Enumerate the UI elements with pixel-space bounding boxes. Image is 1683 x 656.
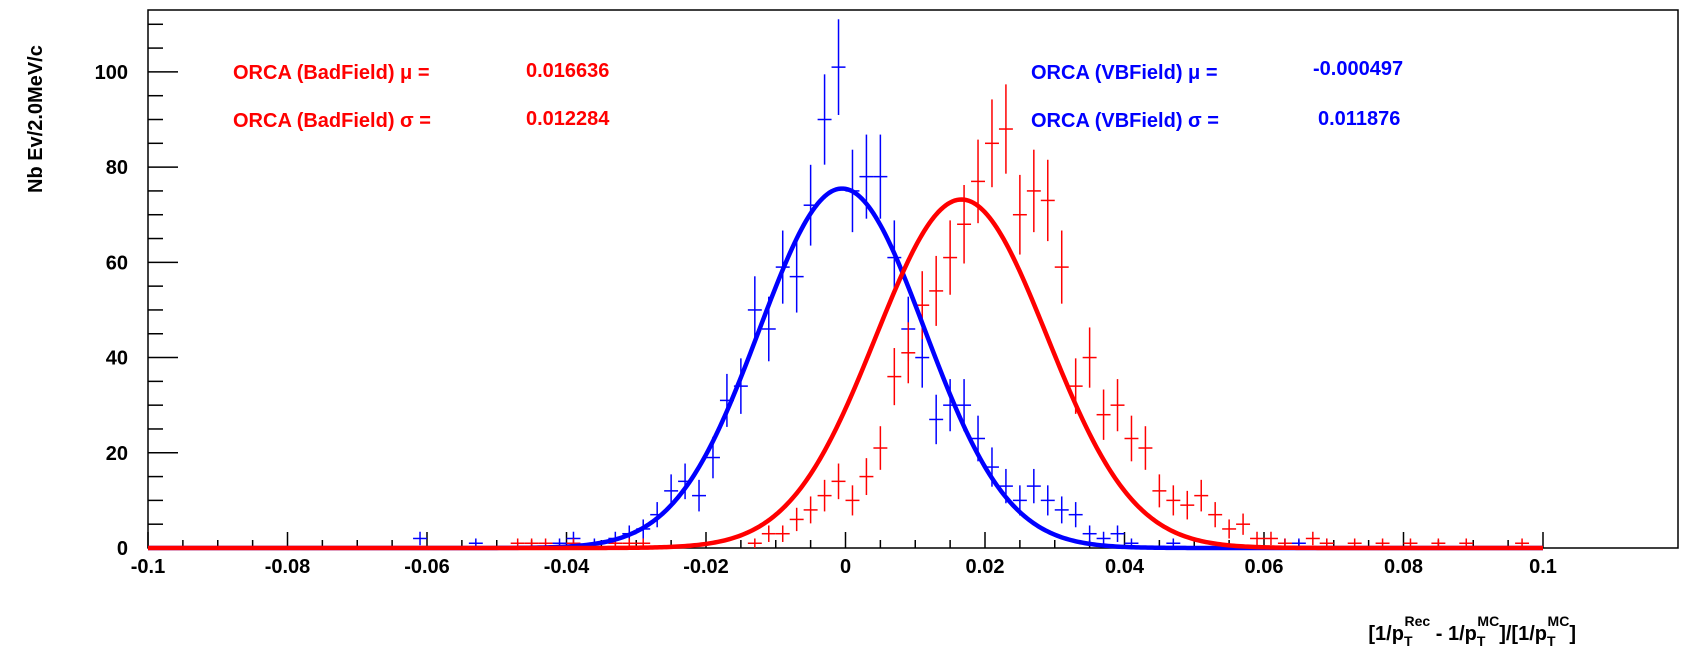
data-point <box>1026 468 1041 504</box>
data-point <box>1110 525 1125 542</box>
x-tick-label: 0.06 <box>1245 556 1284 578</box>
data-point <box>1138 426 1153 470</box>
x-tick-label: 0 <box>840 556 851 578</box>
data-point <box>929 255 944 326</box>
data-point <box>859 458 874 496</box>
data-point <box>887 348 902 406</box>
y-tick-label: 100 <box>95 62 128 84</box>
vb-mu-label: ORCA (VBField) μ = <box>1031 62 1218 84</box>
data-point <box>1152 474 1167 508</box>
bad-mu-label: ORCA (BadField) μ = <box>233 62 430 84</box>
y-tick-label: 0 <box>117 538 128 560</box>
x-axis-title: [1/pTRec - 1/pTMC]/[1/pTMC] <box>1368 613 1576 649</box>
data-point <box>985 99 999 188</box>
data-point <box>692 479 706 512</box>
data-point <box>998 84 1013 174</box>
data-point <box>789 240 804 313</box>
y-tick-label: 80 <box>106 157 128 179</box>
x-tick-label: 0.04 <box>1105 556 1145 578</box>
fit-curve-vb <box>148 186 1543 551</box>
bad-sigma-value: 0.012284 <box>526 108 610 130</box>
data-point <box>761 525 776 542</box>
data-point <box>817 74 832 165</box>
data-point <box>1194 479 1209 512</box>
data-point <box>1054 230 1069 304</box>
data-point <box>747 538 762 548</box>
y-tick-label: 20 <box>106 443 128 465</box>
x-tick-label: 0.1 <box>1529 556 1557 578</box>
data-point <box>901 322 916 384</box>
data-point <box>789 507 804 532</box>
data-point <box>1040 485 1055 516</box>
plot-frame <box>147 9 1679 549</box>
data-point <box>957 184 972 264</box>
data-point <box>817 479 832 512</box>
data-point <box>873 426 888 470</box>
data-point <box>943 220 958 295</box>
series-vb <box>413 19 1334 548</box>
data-point <box>929 394 944 445</box>
bad-mu-value: 0.016636 <box>526 60 609 82</box>
series-bad <box>510 84 1530 548</box>
y-tick-label: 40 <box>106 348 128 370</box>
data-point <box>831 19 846 115</box>
data-point <box>1068 502 1083 528</box>
data-point <box>1180 490 1195 520</box>
x-tick-label: -0.06 <box>404 556 450 578</box>
data-point <box>413 531 427 546</box>
data-point <box>1026 149 1041 233</box>
y-axis: 0 20 40 60 80 100 <box>95 23 178 560</box>
data-point <box>1040 159 1055 242</box>
fit-curve-bad <box>148 197 1543 551</box>
x-tick-label: -0.08 <box>265 556 311 578</box>
data-point <box>664 474 679 508</box>
vb-sigma-label: ORCA (VBField) σ = <box>1031 110 1219 132</box>
series-layer <box>148 19 1543 551</box>
data-point <box>1208 502 1223 528</box>
data-point <box>747 276 762 344</box>
data-point <box>971 139 985 224</box>
x-tick-label: -0.04 <box>544 556 590 578</box>
data-point <box>803 496 818 524</box>
data-point <box>1012 174 1027 255</box>
x-tick-label: 0.08 <box>1384 556 1423 578</box>
data-point <box>1082 525 1097 542</box>
data-point <box>1236 513 1251 535</box>
vb-sigma-value: 0.011876 <box>1318 108 1400 130</box>
data-point <box>1054 496 1069 524</box>
data-point <box>1124 415 1139 462</box>
data-point <box>831 463 846 500</box>
bad-sigma-label: ORCA (BadField) σ = <box>233 110 431 132</box>
data-point <box>1082 327 1097 388</box>
x-tick-label: -0.1 <box>131 556 165 578</box>
data-point <box>1110 379 1125 432</box>
x-tick-label: -0.02 <box>683 556 729 578</box>
data-point <box>845 485 860 516</box>
data-point <box>1166 485 1181 516</box>
x-axis: -0.1 -0.08 -0.06 -0.04 -0.02 0 0.02 0.04 0.06 0.0… <box>131 532 1557 578</box>
y-tick-label: 60 <box>106 252 128 274</box>
data-point <box>1264 531 1278 546</box>
data-point <box>775 525 790 542</box>
x-tick-label: 0.02 <box>966 556 1005 578</box>
data-point <box>873 134 888 219</box>
data-point <box>1250 531 1264 546</box>
y-axis-title: Nb Ev/2.0MeV/c <box>25 45 47 193</box>
data-point <box>1305 531 1320 546</box>
data-point <box>1096 389 1111 440</box>
vb-mu-value: -0.000497 <box>1313 58 1403 80</box>
data-point <box>1222 519 1237 539</box>
data-point <box>1096 531 1111 546</box>
